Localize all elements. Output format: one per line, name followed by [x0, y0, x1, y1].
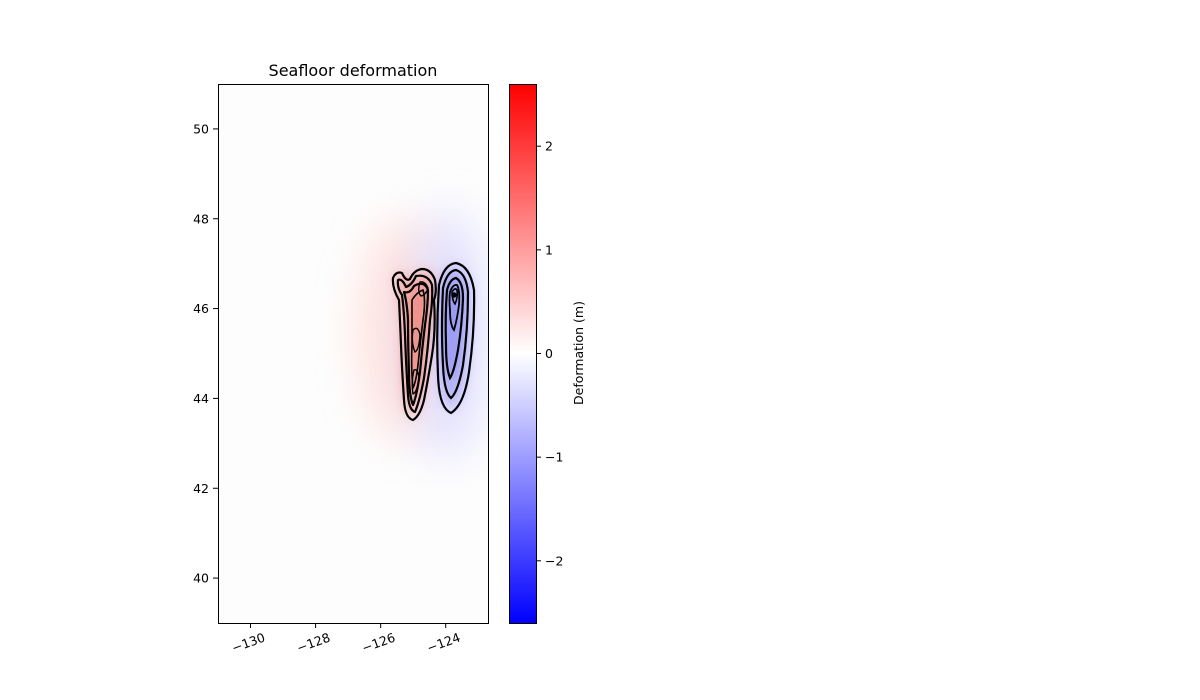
uplift-contour-5 [418, 281, 429, 297]
colorbar-tick-label: 2 [545, 139, 553, 154]
colorbar-tick-label: 1 [545, 242, 553, 257]
colorbar: −2 −1 0 1 2 Deformation (m) [509, 84, 586, 624]
y-axis: 40 42 44 46 48 50 [193, 121, 218, 586]
axes-frame [218, 84, 489, 624]
chart-title: Seafloor deformation [269, 61, 438, 80]
colorbar-tick-label: 0 [545, 346, 553, 361]
uplift-contour-7 [411, 368, 420, 395]
colorbar-ticks: −2 −1 0 1 2 [536, 139, 563, 568]
subsidence-contour-outer [436, 261, 476, 415]
subsidence-contour-5 [451, 288, 459, 306]
colorbar-label: Deformation (m) [571, 301, 586, 405]
uplift-contour-outer [391, 267, 437, 422]
x-tick-label: −128 [295, 630, 332, 656]
subsidence-contour-2 [440, 268, 470, 400]
subsidence-contours [436, 261, 476, 415]
x-tick-label: −124 [425, 630, 462, 656]
plot-area [218, 84, 488, 623]
uplift-contour-4 [410, 289, 426, 389]
colorbar-tick-label: −2 [545, 553, 563, 568]
x-tick-label: −126 [360, 630, 397, 656]
subsidence-contour-4 [448, 283, 461, 332]
y-tick-label: 44 [193, 391, 209, 406]
y-tick-label: 46 [193, 301, 209, 316]
colorbar-tick-label: −1 [545, 450, 563, 465]
subsidence-minimum-point [451, 292, 457, 298]
uplift-contour-2 [396, 274, 434, 414]
x-tick-label: −130 [230, 630, 267, 656]
x-axis: −130 −128 −126 −124 [230, 623, 462, 656]
y-tick-label: 42 [193, 481, 209, 496]
y-tick-label: 40 [193, 571, 209, 586]
colorbar-gradient [509, 84, 536, 623]
uplift-contours [391, 267, 437, 422]
uplift-contour-6 [411, 327, 421, 353]
subsidence-contour-3 [444, 276, 465, 381]
y-tick-label: 48 [193, 211, 209, 226]
y-tick-label: 50 [193, 121, 209, 136]
